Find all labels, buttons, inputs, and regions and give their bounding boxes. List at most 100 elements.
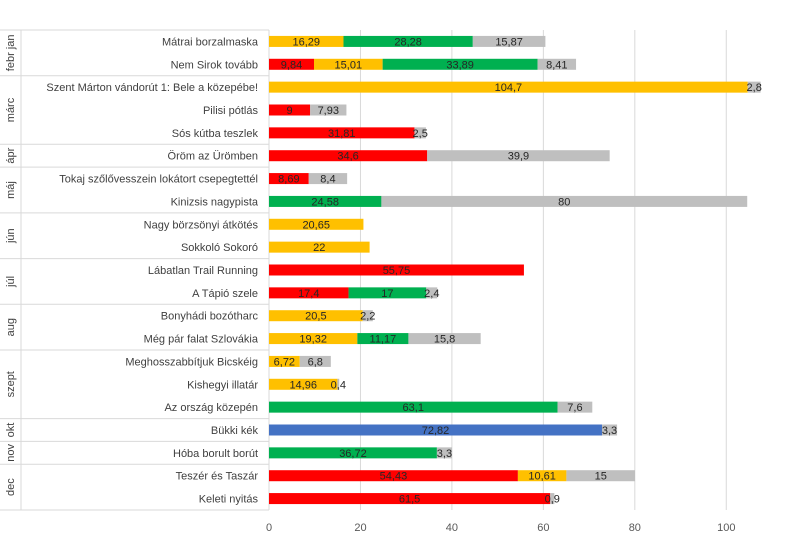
month-label: jún: [5, 228, 17, 244]
data-label: 104,7: [495, 82, 523, 94]
bar-segment-red: [269, 470, 518, 482]
data-label: 20,65: [302, 219, 330, 231]
x-tick-label: 60: [537, 522, 549, 534]
data-label: 10,61: [528, 471, 556, 483]
category-label: Keleti nyitás: [199, 494, 259, 506]
bar-segment-green: [269, 447, 437, 459]
x-tick-label: 40: [446, 522, 458, 534]
bar-segment-red: [269, 264, 524, 276]
category-label: Mátrai borzalmaska: [162, 36, 259, 48]
month-label: júl: [5, 276, 17, 288]
category-label: Kishegyi illatár: [187, 379, 258, 391]
data-label: 0,4: [331, 379, 346, 391]
data-label: 6,8: [308, 356, 323, 368]
category-label: Nagy börzsönyi átkötés: [144, 219, 259, 231]
bar-segment-gray: [362, 310, 373, 322]
category-label: Szent Márton vándorút 1: Bele a közepébe…: [46, 82, 258, 94]
month-label: aug: [5, 318, 17, 336]
data-label: 2,4: [424, 288, 439, 300]
data-label: 54,43: [380, 471, 408, 483]
bar-segment-gray: [426, 287, 438, 299]
data-label: 11,17: [370, 334, 397, 346]
data-label: 34,6: [337, 151, 358, 163]
x-tick-label: 0: [266, 522, 272, 534]
data-label: 63,1: [403, 402, 424, 414]
bar-segment-gray: [566, 470, 636, 482]
data-label: 22: [313, 242, 325, 254]
month-label: okt: [5, 423, 17, 438]
x-tick-label: 100: [717, 522, 735, 534]
data-label: 2,2: [360, 311, 375, 323]
bar-segment-green: [357, 333, 409, 345]
data-label: 16,29: [292, 36, 320, 48]
category-label: Teszér és Taszár: [176, 471, 259, 483]
category-label: Sokkoló Sokoró: [181, 242, 258, 254]
bar-segment-gray: [436, 447, 453, 459]
data-label: 28,28: [394, 36, 422, 48]
data-label: 19,32: [299, 334, 327, 346]
bar-segment-red: [269, 127, 415, 139]
bar-segment-gray: [537, 58, 577, 70]
bar-segment-gray: [308, 173, 348, 185]
month-label: febr jan: [5, 35, 17, 72]
bar-segment-gray: [408, 333, 481, 345]
data-label: 36,72: [339, 448, 367, 460]
bar-segment-blue: [269, 424, 602, 436]
data-label: 31,81: [328, 128, 356, 140]
data-label: 33,89: [446, 59, 474, 71]
category-label: Hóba borult borút: [173, 448, 258, 460]
category-label: Az ország közepén: [164, 402, 258, 414]
bar-segment-green: [382, 58, 538, 70]
bar-segment-yellow: [269, 35, 344, 47]
data-label: 17,4: [298, 288, 319, 300]
bar-segment-gray: [601, 424, 618, 436]
data-label: 6,72: [274, 356, 295, 368]
month-label: nov: [5, 443, 17, 461]
data-label: 2,5: [413, 128, 428, 140]
bar-segment-gray: [414, 127, 426, 139]
category-label: Lábatlan Trail Running: [148, 265, 258, 277]
category-label: Bükki kék: [211, 425, 259, 437]
bar-segment-gray: [557, 401, 593, 413]
bar-segment-yellow: [269, 310, 363, 322]
bar-segment-gray: [381, 195, 748, 207]
category-label: Meghosszabbítjuk Bicskéig: [125, 356, 258, 368]
month-label: dec: [5, 478, 17, 496]
category-label: Még pár falat Szlovákia: [144, 334, 259, 346]
bar-segment-gray: [550, 493, 555, 505]
bar-segment-green: [269, 195, 382, 207]
category-label: Pilisi pótlás: [203, 105, 259, 117]
data-label: 7,6: [567, 402, 582, 414]
category-label: Kinizsis nagypista: [171, 196, 259, 208]
bar-segment-red: [269, 173, 309, 185]
month-label: máj: [5, 181, 17, 199]
bar-segment-gray: [299, 355, 331, 367]
category-label: A Tápió szele: [192, 288, 258, 300]
data-label: 14,96: [289, 379, 317, 391]
bar-segment-yellow: [269, 355, 300, 367]
bar-segment-yellow: [269, 218, 364, 230]
data-label: 80: [558, 196, 570, 208]
data-label: 39,9: [508, 151, 529, 163]
category-label: Bonyhádi bozótharc: [161, 311, 259, 323]
bar-segment-red: [269, 150, 428, 162]
bar-segment-yellow: [269, 81, 748, 93]
category-label: Öröm az Ürömben: [168, 151, 258, 163]
category-label: Nem Sirok tovább: [171, 59, 258, 71]
data-label: 61,5: [399, 494, 420, 506]
bar-segment-gray: [310, 104, 347, 116]
bar-segment-gray: [337, 378, 340, 390]
bar-segment-green: [269, 401, 558, 413]
data-label: 8,4: [320, 174, 335, 186]
data-label: 9: [287, 105, 293, 117]
data-label: 55,75: [383, 265, 411, 277]
bar-segment-red: [269, 287, 349, 299]
x-tick-label: 20: [354, 522, 366, 534]
bar-segment-red: [269, 493, 551, 505]
month-label: szept: [5, 371, 17, 397]
bar-segment-green: [343, 35, 473, 47]
data-label: 7,93: [318, 105, 339, 117]
category-label: Tokaj szőlővesszein lokátort csepegtetté…: [59, 174, 258, 186]
data-label: 17: [381, 288, 393, 300]
